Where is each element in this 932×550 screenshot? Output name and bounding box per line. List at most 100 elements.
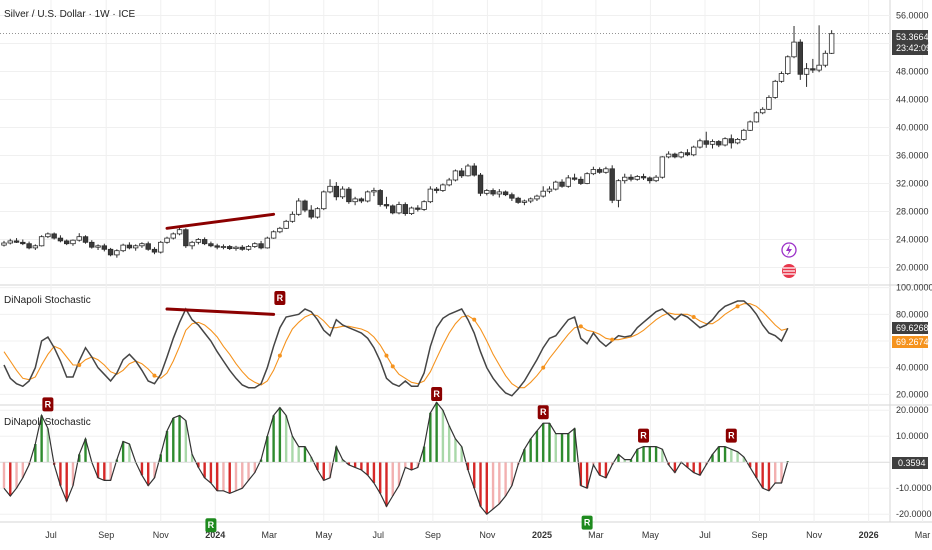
- signal-marker-text: R: [728, 431, 735, 441]
- candle-body: [289, 213, 296, 222]
- candle-body: [396, 204, 402, 214]
- osc-bar: [360, 462, 363, 470]
- candle-body: [415, 207, 421, 210]
- osc-bar: [341, 459, 344, 463]
- candle-body: [797, 41, 803, 75]
- candle-body: [828, 33, 835, 54]
- y-tick-label: 20.0000: [896, 263, 929, 273]
- osc-bar: [316, 462, 319, 470]
- osc-bar: [190, 454, 194, 463]
- candle-body: [678, 152, 684, 158]
- osc-bar: [723, 446, 727, 463]
- osc-bar: [2, 462, 6, 489]
- osc-bar: [698, 462, 702, 476]
- osc-label-box: 0.3594: [892, 457, 928, 469]
- osc-title: DiNapoli Stochastic: [4, 417, 91, 428]
- candle-body: [107, 248, 114, 256]
- osc-bar: [366, 462, 369, 476]
- stoch-dot: [691, 315, 696, 319]
- osc-bar: [567, 433, 570, 463]
- osc-bar: [510, 462, 514, 486]
- candle-body: [484, 190, 490, 194]
- candle-body: [321, 191, 327, 210]
- x-tick-label: Jul: [699, 530, 711, 540]
- candle-body: [747, 121, 753, 131]
- candle-body: [139, 243, 145, 247]
- stoch-dot: [277, 353, 282, 358]
- signal-marker-text: R: [584, 518, 591, 528]
- signal-marker: [42, 397, 54, 412]
- y-tick-label: 56.0000: [896, 11, 929, 21]
- osc-bar: [15, 462, 18, 489]
- candle-body: [371, 190, 377, 193]
- osc-bar: [585, 462, 589, 489]
- alert-icons[interactable]: [781, 242, 797, 278]
- candle-body: [728, 138, 735, 144]
- candle-body: [277, 227, 283, 233]
- osc-bar: [579, 462, 583, 486]
- osc-bar: [272, 415, 275, 463]
- y-tick-label: 24.0000: [896, 235, 929, 245]
- candle-body: [465, 165, 471, 177]
- candle-body: [176, 229, 183, 235]
- osc-bar: [203, 462, 206, 478]
- osc-bar: [529, 438, 532, 463]
- candle-body: [327, 185, 333, 193]
- osc-bar: [147, 462, 150, 486]
- candle-body: [132, 245, 139, 249]
- candle-body: [120, 244, 126, 252]
- signal-marker-text: R: [640, 431, 647, 441]
- osc-bar: [523, 449, 526, 463]
- flag-stripes: [783, 267, 795, 275]
- candle-body: [233, 246, 239, 249]
- osc-bar: [379, 462, 382, 494]
- osc-bar: [673, 462, 677, 473]
- osc-bar: [9, 462, 12, 496]
- osc-bar: [504, 462, 507, 496]
- osc-bar: [447, 425, 451, 463]
- grid-lines: [0, 0, 932, 523]
- candle-body: [759, 108, 766, 114]
- osc-bar: [184, 420, 188, 463]
- candle-body: [697, 140, 703, 148]
- candle-body: [101, 245, 108, 250]
- osc-bar: [247, 462, 250, 481]
- candle-body: [32, 245, 39, 249]
- osc-bar: [410, 462, 413, 470]
- candle-body: [38, 236, 45, 247]
- y-tick-label: 48.0000: [896, 67, 929, 77]
- osc-bar: [322, 462, 325, 481]
- candle-body: [615, 180, 622, 201]
- osc-bar: [278, 407, 282, 463]
- candle-body: [227, 246, 233, 249]
- candle-body: [502, 191, 509, 196]
- osc-bar: [780, 462, 783, 483]
- candle-body: [57, 237, 64, 242]
- stochastic-series: [3, 300, 789, 397]
- osc-bar: [234, 462, 238, 491]
- osc-bar: [128, 444, 131, 463]
- osc-bar: [416, 462, 420, 468]
- candle-body: [628, 176, 634, 180]
- candle-body: [1, 242, 7, 246]
- osc-bar: [636, 449, 639, 463]
- stoch-dot: [610, 337, 615, 342]
- signal-marker-text: R: [540, 407, 547, 417]
- candle-body: [766, 97, 772, 110]
- osc-bar: [65, 462, 68, 502]
- osc-bar: [159, 454, 162, 463]
- osc-bar: [598, 462, 601, 476]
- osc-bar: [617, 454, 620, 463]
- candle-body: [565, 177, 571, 187]
- candle-body: [64, 240, 70, 245]
- y-tick-label: 80.0000: [896, 309, 929, 319]
- stoch-dot: [384, 353, 389, 358]
- stoch-divergence-line: [165, 307, 276, 316]
- osc-bar: [297, 446, 300, 463]
- candle-body: [546, 188, 553, 192]
- candle-body: [302, 200, 308, 211]
- candle-body: [709, 141, 716, 145]
- candle-body: [339, 188, 346, 198]
- candle-body: [440, 184, 446, 191]
